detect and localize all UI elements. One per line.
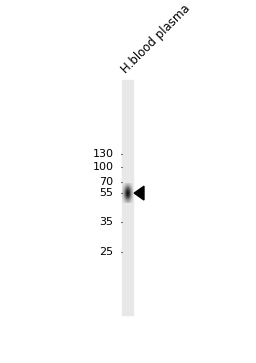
Bar [122, 80, 133, 315]
Text: 25: 25 [99, 247, 113, 257]
Text: 35: 35 [99, 217, 113, 228]
Polygon shape [134, 186, 144, 200]
Text: H.blood plasma: H.blood plasma [119, 2, 193, 76]
Text: 130: 130 [92, 149, 113, 159]
Text: 70: 70 [99, 177, 113, 187]
Text: 100: 100 [92, 162, 113, 172]
Text: 55: 55 [99, 188, 113, 198]
